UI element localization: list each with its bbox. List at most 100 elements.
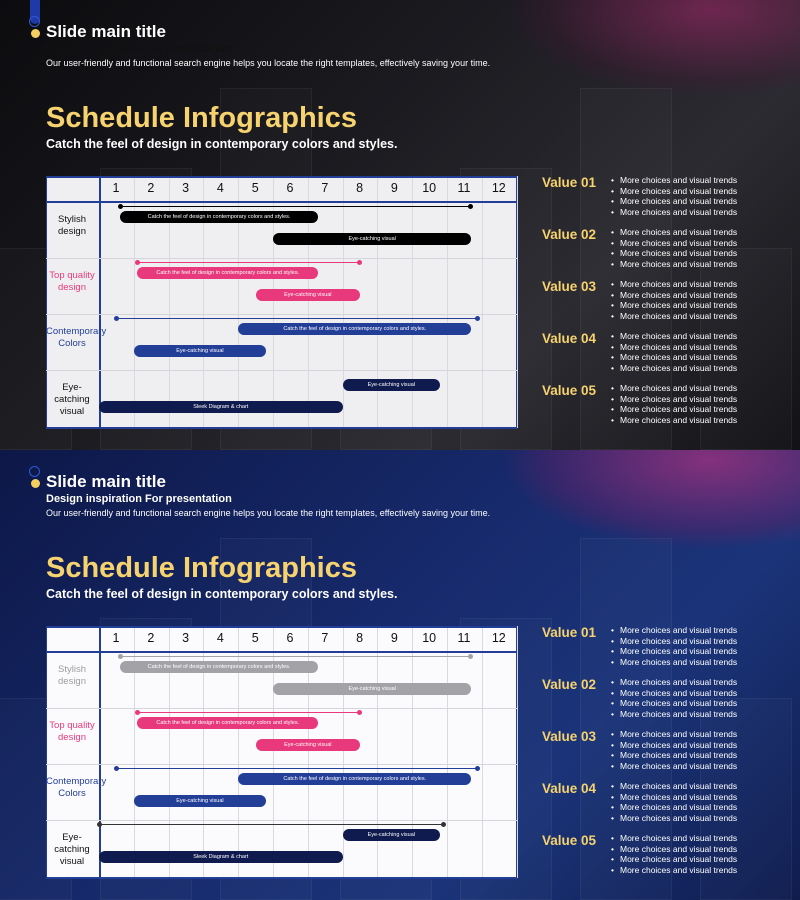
row-label: Contemporary Colors bbox=[46, 326, 107, 349]
timeline-marker bbox=[117, 654, 474, 659]
grid-column-line bbox=[481, 626, 483, 878]
row-label: Stylish design bbox=[58, 214, 86, 237]
value-list-item: More choices and visual trends bbox=[611, 625, 737, 636]
marker-end-dot bbox=[475, 316, 481, 321]
schedule-bar[interactable]: Sleek Diagram & chart bbox=[99, 851, 343, 863]
value-list-item: More choices and visual trends bbox=[611, 259, 737, 270]
value-list: More choices and visual trendsMore choic… bbox=[611, 781, 737, 823]
schedule-bar[interactable]: Catch the feel of design in contemporary… bbox=[238, 323, 472, 335]
slide-main-title: Slide main title bbox=[46, 22, 166, 41]
value-title: Value 01 bbox=[542, 175, 597, 190]
value-list: More choices and visual trendsMore choic… bbox=[611, 677, 737, 719]
marker-end-dot bbox=[440, 822, 446, 827]
table-border bbox=[516, 176, 517, 428]
schedule-bar[interactable]: Eye-catching visual bbox=[273, 233, 472, 245]
month-header: 12 bbox=[491, 181, 506, 195]
schedule-bar[interactable]: Eye-catching visual bbox=[255, 739, 360, 751]
slide-subtitle: Design inspiration For presentation bbox=[46, 43, 232, 55]
marker-start-dot bbox=[97, 822, 102, 827]
grid-column-line bbox=[238, 176, 240, 428]
schedule-bar[interactable]: Catch the feel of design in contemporary… bbox=[119, 661, 319, 673]
month-header: 7 bbox=[321, 631, 329, 645]
marker-end-dot bbox=[468, 654, 474, 659]
timeline-marker bbox=[135, 710, 362, 715]
value-title: Value 05 bbox=[542, 383, 597, 398]
decorative-swoosh bbox=[500, 450, 800, 550]
marker-start-dot bbox=[135, 260, 141, 265]
grid-column-line bbox=[412, 626, 414, 878]
value-title: Value 03 bbox=[542, 279, 597, 294]
value-list-item: More choices and visual trends bbox=[611, 709, 737, 720]
value-list-item: More choices and visual trends bbox=[611, 248, 737, 259]
header-divider bbox=[46, 201, 517, 203]
schedule-bar[interactable]: Catch the feel of design in contemporary… bbox=[137, 267, 319, 279]
value-list: More choices and visual trendsMore choic… bbox=[611, 729, 737, 771]
schedule-bar[interactable]: Sleek Diagram & chart bbox=[99, 401, 343, 413]
slide-blue-variant: Slide main title Design inspiration For p… bbox=[0, 450, 800, 900]
month-header: 2 bbox=[147, 631, 155, 645]
header-divider bbox=[46, 651, 517, 653]
grid-column-line bbox=[133, 176, 135, 428]
timeline-marker bbox=[97, 822, 446, 827]
value-list-item: More choices and visual trends bbox=[611, 311, 737, 322]
schedule-bar[interactable]: Eye-catching visual bbox=[133, 795, 267, 807]
month-header: 12 bbox=[491, 631, 506, 645]
value-list: More choices and visual trends More choic… bbox=[611, 625, 737, 667]
slide-subtitle: Design inspiration For presentation bbox=[46, 493, 232, 505]
schedule-bar[interactable]: Eye-catching visual bbox=[133, 345, 267, 357]
value-list-item: More choices and visual trends bbox=[611, 698, 737, 709]
schedule-title: Schedule Infographics bbox=[46, 102, 357, 134]
value-list-item: More choices and visual trends bbox=[611, 352, 737, 363]
schedule-bar[interactable]: Catch the feel of design in contemporary… bbox=[119, 211, 319, 223]
value-title: Value 04 bbox=[542, 331, 597, 346]
grid-column-line bbox=[99, 176, 101, 428]
grid-column-line bbox=[377, 176, 379, 428]
row-divider bbox=[46, 764, 517, 765]
schedule-bar[interactable]: Eye-catching visual bbox=[342, 829, 441, 841]
slide-description: Our user-friendly and functional search … bbox=[46, 58, 491, 68]
grid-column-line bbox=[342, 626, 344, 878]
schedule-bar[interactable]: Catch the feel of design in contemporary… bbox=[238, 773, 472, 785]
value-title: Value 01 bbox=[542, 625, 597, 640]
marker-start-dot bbox=[114, 766, 120, 771]
grid-column-line bbox=[307, 176, 309, 428]
month-header: 11 bbox=[457, 631, 471, 645]
value-list-item: More choices and visual trends bbox=[611, 677, 737, 688]
schedule-bar[interactable]: Eye-catching visual bbox=[273, 683, 472, 695]
schedule-bar[interactable]: Eye-catching visual bbox=[255, 289, 360, 301]
row-divider bbox=[46, 370, 517, 371]
value-list: More choices and visual trendsMore choic… bbox=[611, 279, 737, 321]
schedule-tagline: Catch the feel of design in contemporary… bbox=[46, 587, 398, 601]
month-header: 5 bbox=[251, 631, 259, 645]
slide-main-title: Slide main title bbox=[46, 472, 166, 491]
schedule-title: Schedule Infographics bbox=[46, 552, 357, 584]
grid-column-line bbox=[481, 176, 483, 428]
value-list-item: More choices and visual trends bbox=[611, 657, 737, 668]
marker-start-dot bbox=[114, 316, 120, 321]
value-list-item: More choices and visual trends bbox=[611, 729, 737, 740]
value-title: Value 03 bbox=[542, 729, 597, 744]
row-label: Eye-catching visual bbox=[54, 832, 90, 867]
grid-column-line bbox=[203, 626, 205, 878]
value-title: Value 04 bbox=[542, 781, 597, 796]
month-header: 7 bbox=[321, 181, 329, 195]
marker-start-dot bbox=[117, 654, 123, 659]
value-list-item: More choices and visual trends bbox=[611, 688, 737, 699]
value-list: More choices and visual trendsMore choic… bbox=[611, 383, 737, 425]
value-list-item: More choices and visual trends bbox=[611, 833, 737, 844]
schedule-bar[interactable]: Catch the feel of design in contemporary… bbox=[137, 717, 319, 729]
slide-description: Our user-friendly and functional search … bbox=[46, 508, 491, 518]
row-label: Contemporary Colors bbox=[46, 776, 107, 799]
value-list-item: More choices and visual trends bbox=[611, 300, 737, 311]
value-list: More choices and visual trendsMore choic… bbox=[611, 331, 737, 373]
row-divider bbox=[46, 314, 517, 315]
value-list-item: More choices and visual trends bbox=[611, 404, 737, 415]
timeline-marker bbox=[135, 260, 362, 265]
schedule-bar[interactable]: Eye-catching visual bbox=[342, 379, 441, 391]
value-title: Value 02 bbox=[542, 227, 597, 242]
row-divider bbox=[46, 708, 517, 709]
schedule-table: 1 2 3 4 5 6 7 8 9 10 11 12 Stylish design Catch the f… bbox=[46, 626, 518, 879]
value-list-item: More choices and visual trends bbox=[611, 342, 737, 353]
grid-column-line bbox=[447, 626, 448, 878]
grid-column-line bbox=[133, 626, 135, 878]
